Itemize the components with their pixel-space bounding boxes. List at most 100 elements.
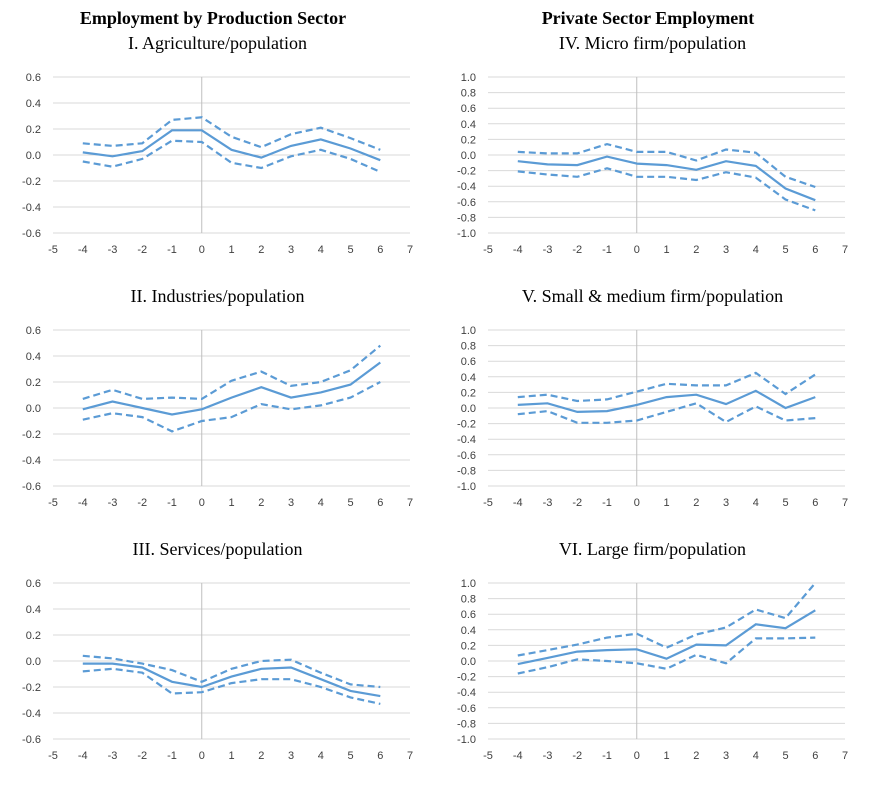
y-tick-label: 0.2 <box>26 630 41 642</box>
y-tick-label: -0.4 <box>457 687 476 699</box>
x-tick-label: 0 <box>634 497 640 509</box>
x-tick-label: 4 <box>318 244 324 256</box>
x-tick-label: -5 <box>483 497 493 509</box>
x-tick-label: -1 <box>167 497 177 509</box>
y-tick-label: -1.0 <box>457 734 476 746</box>
x-tick-label: 3 <box>723 750 729 762</box>
y-tick-label: 0.0 <box>461 403 476 415</box>
x-tick-label: 4 <box>753 244 759 256</box>
x-tick-label: 4 <box>318 497 324 509</box>
estimate-line <box>517 609 816 666</box>
chart-small-medium-firm: -1.0 -0.8 -0.6 -0.4 -0.2 0.0 0.2 0.4 0.6 0.8 1.0 -5… <box>457 325 848 509</box>
chart-micro-firm: -1.0 -0.8 -0.6 -0.4 -0.2 0.0 0.2 0.4 0.6 0.8 1.0 -5… <box>457 72 848 256</box>
x-tick-label: 5 <box>782 244 788 256</box>
x-tick-label: 7 <box>842 750 848 762</box>
lower-ci-line <box>82 667 381 705</box>
x-tick-label: -2 <box>572 750 582 762</box>
panel-small-medium-firm: V. Small & medium firm/population -1.0 -0… <box>435 286 870 546</box>
y-tick-label: -0.4 <box>22 708 41 720</box>
x-tick-label: -1 <box>602 750 612 762</box>
y-tick-label: -0.6 <box>457 197 476 209</box>
y-tick-label: -0.2 <box>457 419 476 431</box>
lower-ci-line <box>517 636 816 675</box>
chart-services: -0.6 -0.4 -0.2 0.0 0.2 0.4 0.6 -5 -4 -3 -2 -1 0 1 2 3 4 5… <box>22 578 413 762</box>
x-tick-label: 7 <box>407 244 413 256</box>
y-tick-label: 0.6 <box>461 609 476 621</box>
right-column-header: Private Sector Employment <box>541 8 755 28</box>
y-tick-label: -0.6 <box>22 481 41 493</box>
panel-title: II. Industries/population <box>130 286 305 306</box>
y-tick-label: -1.0 <box>457 481 476 493</box>
x-tick-label: -4 <box>513 244 523 256</box>
y-tick-label: 0.0 <box>26 403 41 415</box>
y-tick-label: -0.6 <box>457 703 476 715</box>
y-tick-label: -1.0 <box>457 228 476 240</box>
x-tick-label: 4 <box>753 497 759 509</box>
x-tick-label: 5 <box>782 750 788 762</box>
chart-large-firm: -1.0 -0.8 -0.6 -0.4 -0.2 0.0 0.2 0.4 0.6 0.8 1.0 -5… <box>457 578 848 762</box>
upper-ci-line <box>82 344 382 401</box>
x-tick-label: 7 <box>407 497 413 509</box>
panel-large-firm: VI. Large firm/population -1.0 -0.8 -0.6 -0… <box>435 539 870 799</box>
y-tick-label: -0.4 <box>457 434 476 446</box>
y-tick-label: -0.4 <box>457 181 476 193</box>
y-tick-label: -0.8 <box>457 718 476 730</box>
x-tick-label: 6 <box>377 497 383 509</box>
x-tick-label: 1 <box>663 497 669 509</box>
estimate-line <box>82 662 381 698</box>
x-tick-label: -1 <box>602 244 612 256</box>
x-tick-label: 1 <box>663 750 669 762</box>
upper-ci-line <box>517 371 816 403</box>
y-tick-label: -0.8 <box>457 465 476 477</box>
y-tick-label: 0.2 <box>26 124 41 136</box>
x-tick-label: -4 <box>513 750 523 762</box>
x-tick-label: -4 <box>78 497 88 509</box>
chart-agriculture: -0.6 -0.4 -0.2 0.0 0.2 0.4 0.6 -5 -4 -3 -2 -1 0 1 2 3 4 5… <box>22 72 413 256</box>
y-tick-label: -0.2 <box>22 682 41 694</box>
y-tick-label: 0.2 <box>461 387 476 399</box>
x-tick-label: 6 <box>812 750 818 762</box>
y-tick-label: 0.2 <box>461 640 476 652</box>
y-tick-label: -0.6 <box>22 734 41 746</box>
x-tick-label: 6 <box>377 750 383 762</box>
x-tick-label: -2 <box>137 750 147 762</box>
x-tick-label: 2 <box>258 497 264 509</box>
panel-title: I. Agriculture/population <box>128 33 307 53</box>
x-tick-label: -1 <box>167 244 177 256</box>
y-tick-label: 0.4 <box>461 372 476 384</box>
x-tick-label: 3 <box>288 750 294 762</box>
y-tick-label: 0.4 <box>26 351 41 363</box>
x-tick-label: 2 <box>693 244 699 256</box>
y-tick-label: 0.0 <box>461 150 476 162</box>
y-tick-label: -0.2 <box>22 176 41 188</box>
x-tick-label: -5 <box>483 750 493 762</box>
x-tick-label: 3 <box>288 497 294 509</box>
y-tick-label: -0.8 <box>457 212 476 224</box>
estimate-line <box>82 361 381 416</box>
x-tick-label: 3 <box>723 244 729 256</box>
y-tick-label: 0.8 <box>461 594 476 606</box>
y-tick-label: 0.6 <box>26 325 41 337</box>
y-tick-label: 1.0 <box>461 325 476 337</box>
x-tick-label: 5 <box>347 244 353 256</box>
y-tick-label: 0.0 <box>461 656 476 668</box>
x-tick-label: 4 <box>753 750 759 762</box>
y-tick-label: 0.0 <box>26 150 41 162</box>
estimate-line <box>517 155 816 202</box>
x-tick-label: -2 <box>572 497 582 509</box>
x-tick-label: 0 <box>634 750 640 762</box>
upper-ci-line <box>517 582 817 657</box>
y-tick-label: 0.6 <box>461 356 476 368</box>
lower-ci-line <box>82 139 381 173</box>
y-tick-label: 0.4 <box>461 625 476 637</box>
y-tick-label: -0.6 <box>22 228 41 240</box>
panel-title: IV. Micro firm/population <box>558 33 747 53</box>
x-tick-label: 5 <box>782 497 788 509</box>
y-tick-label: 0.6 <box>26 578 41 590</box>
x-tick-label: 7 <box>407 750 413 762</box>
x-tick-label: 7 <box>842 244 848 256</box>
x-tick-label: -1 <box>602 497 612 509</box>
x-tick-label: -5 <box>48 750 58 762</box>
x-tick-label: 6 <box>812 244 818 256</box>
x-tick-label: 4 <box>318 750 324 762</box>
